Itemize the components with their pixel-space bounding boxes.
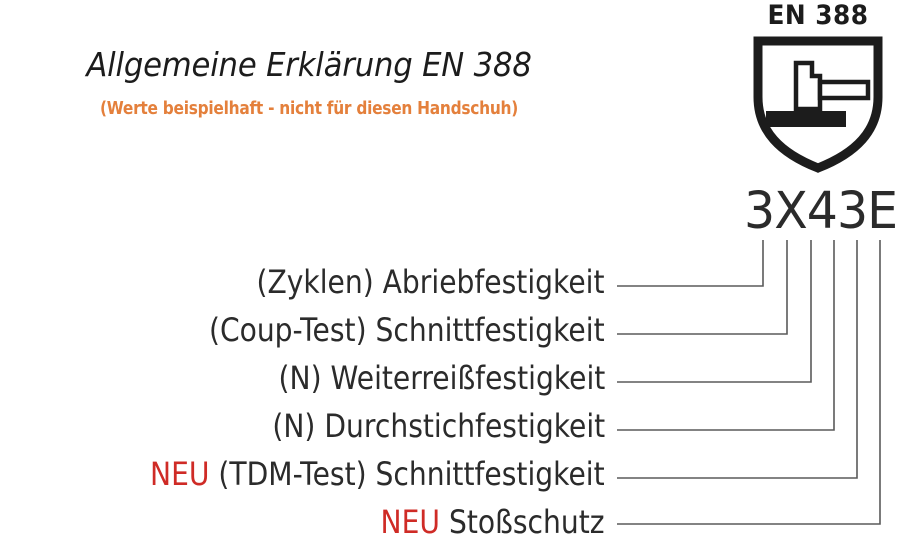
legend-label-list: (Zyklen) Abriebfestigkeit (Coup-Test) Sc… <box>0 258 605 546</box>
leader-line-1 <box>617 240 764 287</box>
leader-line-2 <box>617 240 788 335</box>
pictogram-standard-label: EN 388 <box>767 0 869 31</box>
leader-line-4 <box>617 240 835 431</box>
legend-row-6: NEU Stoßschutz <box>0 498 605 546</box>
legend-row-5-text: (TDM-Test) Schnittfestigkeit <box>218 455 605 493</box>
legend-row-4: (N) Durchstichfestigkeit <box>0 402 605 450</box>
legend-row-1: (Zyklen) Abriebfestigkeit <box>0 258 605 306</box>
page-title: Allgemeine Erklärung EN 388 <box>86 45 532 84</box>
leader-line-6 <box>617 240 881 525</box>
legend-row-2-label: (Coup-Test) Schnittfestigkeit <box>209 311 605 349</box>
legend-row-3-label: (N) Weiterreißfestigkeit <box>278 359 605 397</box>
legend-row-1-label: (Zyklen) Abriebfestigkeit <box>256 263 605 301</box>
legend-row-4-label: (N) Durchstichfestigkeit <box>272 407 605 445</box>
legend-row-5-method <box>210 455 219 493</box>
leader-line-3 <box>617 240 812 383</box>
legend-row-6-text: Stoßschutz <box>440 503 605 541</box>
neu-badge-6: NEU <box>381 503 441 541</box>
legend-row-5-label: NEU (TDM-Test) Schnittfestigkeit <box>150 458 605 490</box>
legend-row-2: (Coup-Test) Schnittfestigkeit <box>0 306 605 354</box>
leader-line-5 <box>617 240 858 479</box>
legend-row-6-label: NEU Stoßschutz <box>381 506 605 538</box>
neu-badge-5: NEU <box>150 455 210 493</box>
title-block: Allgemeine Erklärung EN 388 (Werte beisp… <box>0 48 618 119</box>
legend-row-5: NEU (TDM-Test) Schnittfestigkeit <box>0 450 605 498</box>
performance-code: 3X43EP <box>744 182 900 241</box>
en388-pictogram: EN 388 <box>752 2 884 174</box>
legend-row-3: (N) Weiterreißfestigkeit <box>0 354 605 402</box>
subtitle-note: (Werte beispielhaft - nicht für diesen H… <box>99 99 519 119</box>
shield-icon <box>752 35 884 173</box>
